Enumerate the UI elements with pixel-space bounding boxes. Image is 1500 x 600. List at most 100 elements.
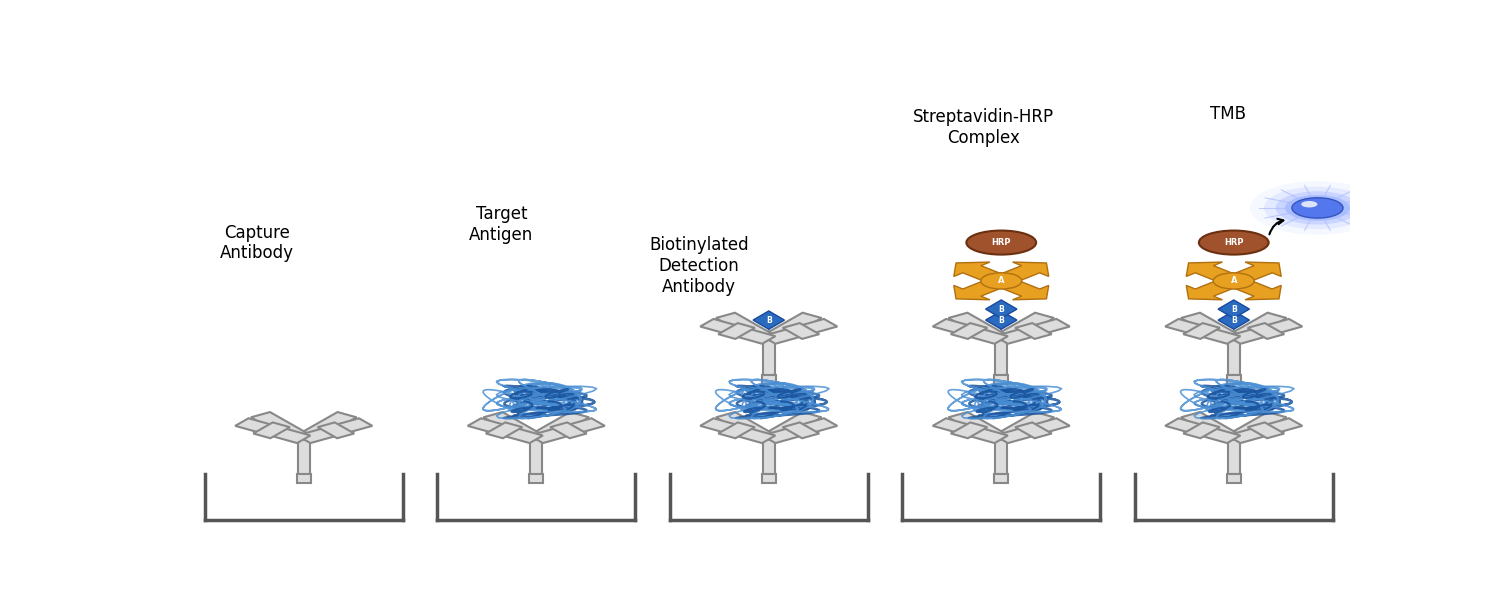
Bar: [948, 313, 1011, 343]
Polygon shape: [1224, 277, 1281, 300]
Polygon shape: [954, 277, 1011, 300]
Bar: [994, 374, 1008, 384]
Bar: [294, 412, 357, 442]
Bar: [700, 319, 776, 344]
Bar: [1224, 412, 1287, 442]
Bar: [298, 439, 309, 474]
Bar: [996, 340, 1006, 374]
Polygon shape: [753, 311, 784, 329]
Polygon shape: [1186, 262, 1244, 284]
Bar: [718, 323, 754, 339]
Bar: [992, 412, 1054, 442]
Text: HRP: HRP: [992, 238, 1011, 247]
Bar: [526, 412, 590, 442]
Bar: [1227, 418, 1302, 443]
Polygon shape: [1218, 311, 1249, 329]
Bar: [716, 313, 778, 343]
Text: A: A: [998, 277, 1005, 286]
Bar: [254, 422, 290, 438]
Bar: [994, 319, 1070, 344]
Bar: [762, 319, 837, 344]
Circle shape: [1264, 187, 1371, 229]
Bar: [1016, 422, 1052, 438]
Bar: [1180, 313, 1244, 343]
Bar: [951, 422, 987, 438]
Bar: [783, 323, 819, 339]
Bar: [1228, 340, 1239, 374]
Bar: [550, 422, 586, 438]
Bar: [1248, 323, 1284, 339]
Bar: [762, 418, 837, 443]
Bar: [996, 439, 1006, 474]
Bar: [718, 422, 754, 438]
Polygon shape: [1224, 262, 1281, 284]
Bar: [762, 474, 776, 483]
Bar: [1016, 323, 1052, 339]
Text: HRP: HRP: [1224, 238, 1244, 247]
Polygon shape: [986, 300, 1017, 318]
Bar: [759, 313, 822, 343]
Bar: [1248, 422, 1284, 438]
Text: Target
Antigen: Target Antigen: [470, 205, 534, 244]
Bar: [297, 474, 310, 483]
Polygon shape: [1186, 277, 1244, 300]
Bar: [933, 319, 1008, 344]
Bar: [764, 439, 774, 474]
Bar: [297, 418, 372, 443]
Circle shape: [1292, 198, 1342, 218]
Bar: [251, 412, 314, 442]
Bar: [1227, 374, 1240, 384]
Bar: [951, 323, 987, 339]
Text: B: B: [766, 316, 771, 325]
Bar: [994, 474, 1008, 483]
Bar: [759, 412, 822, 442]
Bar: [1166, 319, 1240, 344]
Text: B: B: [1232, 305, 1236, 314]
Polygon shape: [992, 277, 1048, 300]
Text: B: B: [999, 305, 1004, 314]
Bar: [994, 418, 1070, 443]
Bar: [992, 313, 1054, 343]
Bar: [531, 439, 542, 474]
Bar: [1184, 422, 1219, 438]
Bar: [236, 418, 310, 443]
Bar: [764, 340, 774, 374]
Circle shape: [1300, 201, 1317, 208]
Bar: [1224, 313, 1287, 343]
Text: Biotinylated
Detection
Antibody: Biotinylated Detection Antibody: [650, 236, 748, 296]
Circle shape: [1250, 181, 1384, 235]
Polygon shape: [954, 262, 1011, 284]
Bar: [948, 412, 1011, 442]
Bar: [1184, 323, 1219, 339]
Text: B: B: [1232, 316, 1236, 325]
Bar: [1227, 474, 1240, 483]
Polygon shape: [1218, 300, 1249, 318]
Bar: [318, 422, 354, 438]
Bar: [1180, 412, 1244, 442]
Circle shape: [1214, 273, 1254, 289]
Bar: [468, 418, 543, 443]
Bar: [486, 422, 522, 438]
Circle shape: [1286, 195, 1350, 221]
Bar: [530, 418, 605, 443]
Polygon shape: [992, 262, 1048, 284]
Text: B: B: [999, 316, 1004, 325]
Bar: [716, 412, 778, 442]
Text: Capture
Antibody: Capture Antibody: [220, 224, 294, 262]
Bar: [700, 418, 776, 443]
Polygon shape: [986, 311, 1017, 329]
Ellipse shape: [1198, 230, 1269, 254]
Bar: [483, 412, 546, 442]
Text: A: A: [1230, 277, 1238, 286]
Bar: [783, 422, 819, 438]
Bar: [762, 374, 776, 384]
Bar: [1166, 418, 1240, 443]
Circle shape: [981, 273, 1022, 289]
Text: TMB: TMB: [1210, 104, 1246, 122]
Bar: [933, 418, 1008, 443]
Bar: [1228, 439, 1239, 474]
Text: Streptavidin-HRP
Complex: Streptavidin-HRP Complex: [914, 108, 1054, 147]
Circle shape: [1275, 191, 1359, 224]
Bar: [1227, 319, 1302, 344]
Bar: [530, 474, 543, 483]
